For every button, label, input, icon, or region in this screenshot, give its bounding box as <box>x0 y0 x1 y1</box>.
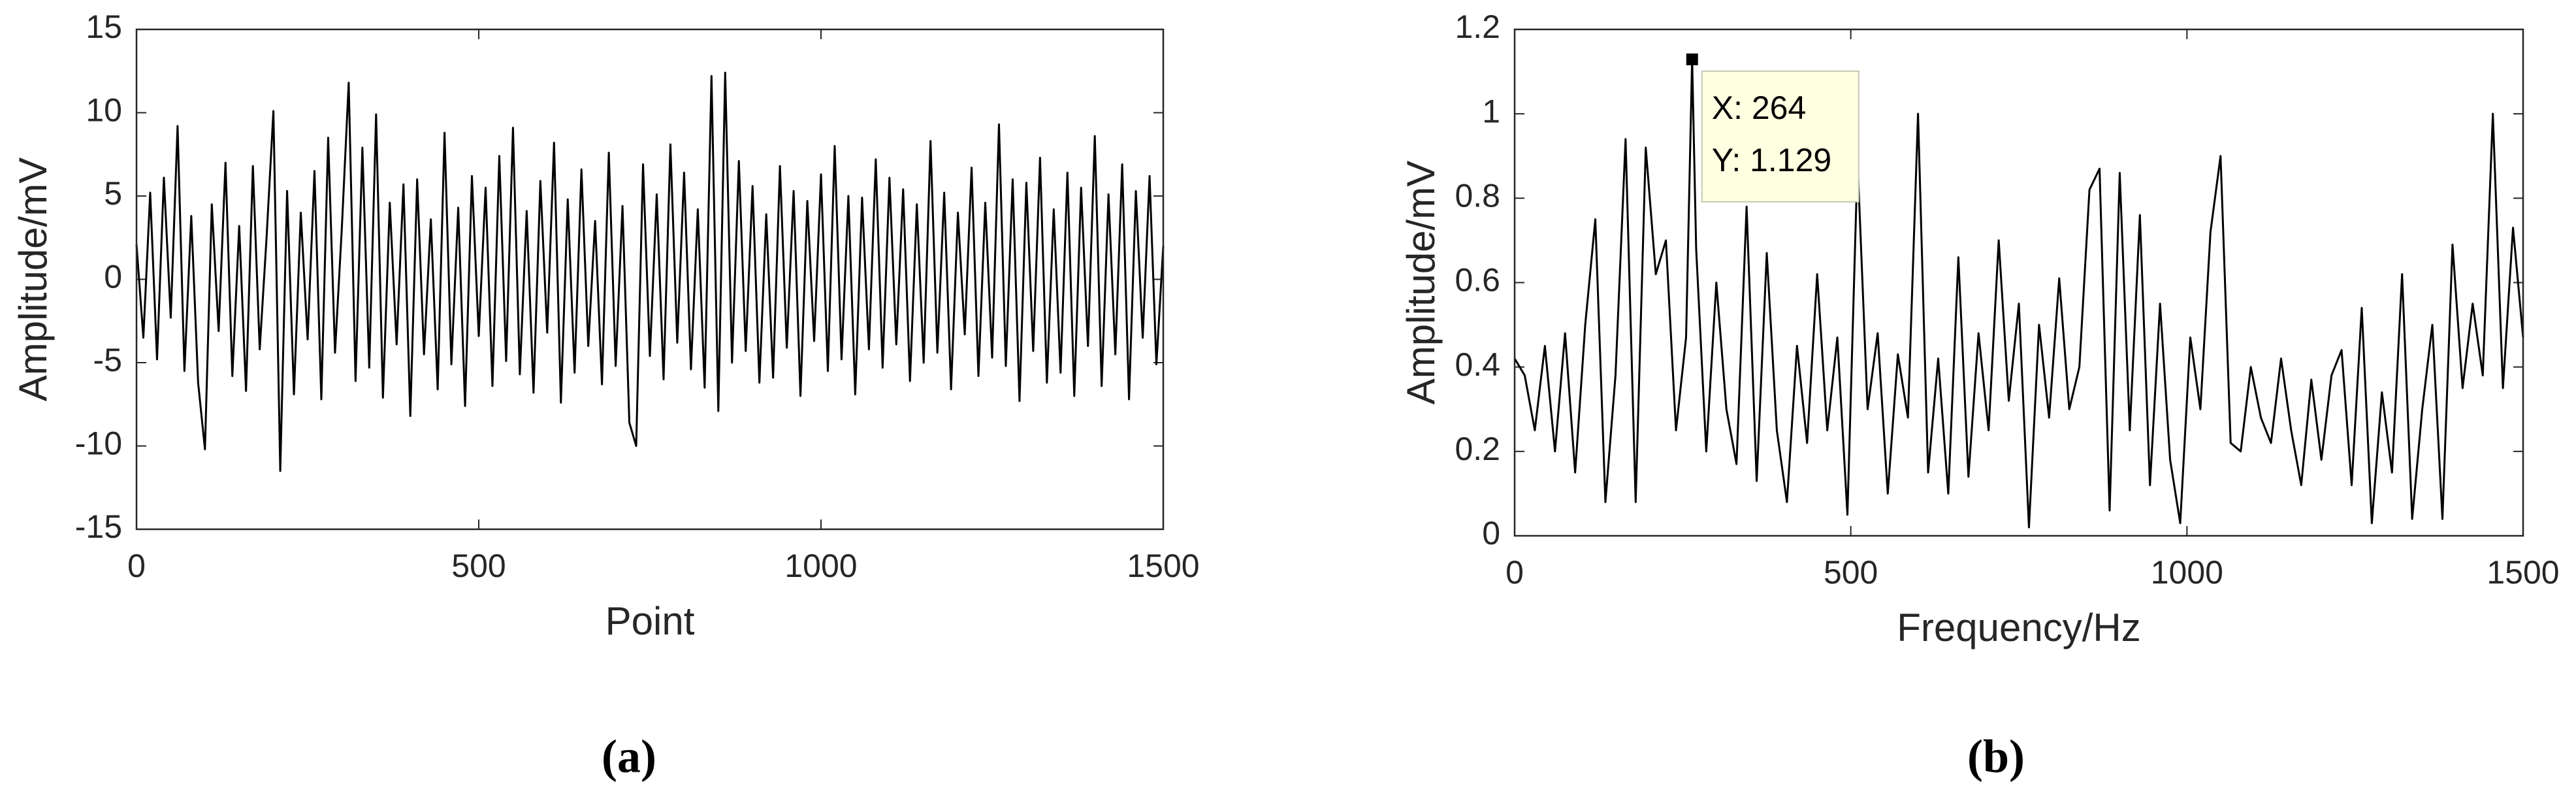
y-tick-label: -5 <box>93 342 122 378</box>
datatip-text: Y: 1.129 <box>1712 142 1832 178</box>
y-tick-label: 1.2 <box>1455 8 1500 45</box>
y-tick-label: 0.2 <box>1455 431 1500 467</box>
y-tick-label: -15 <box>75 508 122 545</box>
plot-area <box>137 29 1163 529</box>
datatip-box <box>1701 70 1860 203</box>
data-line <box>135 71 1165 472</box>
y-axis-label: Amplitude/mV <box>11 157 55 401</box>
axes-box <box>1513 28 2524 537</box>
x-axis-label: Point <box>605 599 695 643</box>
y-tick-label: 0 <box>1482 515 1500 551</box>
x-tick-label: 1000 <box>2151 554 2223 591</box>
x-axis-label: Frequency/Hz <box>1897 606 2140 649</box>
caption: (b) <box>1967 731 2025 783</box>
x-tick-label: 500 <box>451 548 506 584</box>
datatip-text: X: 264 <box>1712 90 1807 126</box>
x-tick-label: 0 <box>127 548 146 584</box>
y-tick-label: 0 <box>104 259 122 295</box>
y-tick-label: 0.4 <box>1455 346 1500 383</box>
x-tick-label: 1500 <box>2487 554 2559 591</box>
y-tick-label: 0.6 <box>1455 262 1500 299</box>
y-tick-label: 1 <box>1482 93 1500 129</box>
plot-area <box>1515 29 2523 536</box>
y-tick-label: 15 <box>86 8 122 45</box>
data-line <box>1513 58 2524 529</box>
datatip-marker <box>1686 53 1698 65</box>
x-tick-label: 1500 <box>1127 548 1199 584</box>
y-tick-label: -10 <box>75 425 122 462</box>
axes-box <box>135 28 1165 531</box>
y-axis-label: Amplitude/mV <box>1399 161 1443 404</box>
caption: (a) <box>602 731 656 783</box>
x-tick-label: 1000 <box>784 548 857 584</box>
x-tick-label: 500 <box>1824 554 1878 591</box>
y-tick-label: 0.8 <box>1455 178 1500 214</box>
x-tick-label: 0 <box>1505 554 1524 591</box>
y-tick-label: 5 <box>104 175 122 212</box>
y-tick-label: 10 <box>86 92 122 129</box>
